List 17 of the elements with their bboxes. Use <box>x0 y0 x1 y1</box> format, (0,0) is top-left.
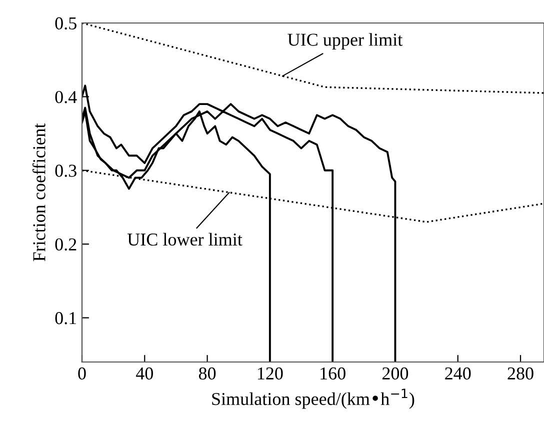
annotation: UIC lower limit <box>127 232 242 246</box>
y-tick-label: 0.3 <box>55 164 76 177</box>
x-tick-label: 40 <box>136 367 153 380</box>
x-tick-label: 160 <box>320 367 346 380</box>
x-tick-label: 120 <box>258 367 283 380</box>
y-tick-label: 0.1 <box>55 312 76 324</box>
annotation: UIC upper limit <box>288 33 403 50</box>
x-tick-label: 80 <box>198 367 216 380</box>
y-axis-title: Friction coefficient <box>32 123 46 262</box>
y-tick-label: 0.2 <box>55 238 76 251</box>
x-tick-label: 280 <box>508 367 534 380</box>
x-tick-label: 0 <box>78 367 86 380</box>
y-tick-label: 0.5 <box>55 17 76 30</box>
x-tick-label: 200 <box>382 367 408 380</box>
y-tick-label: 0.4 <box>55 90 77 104</box>
x-tick-label: 240 <box>445 367 471 380</box>
x-axis-title: Simulation speed/(km•h$^{−1}$) <box>212 388 414 409</box>
